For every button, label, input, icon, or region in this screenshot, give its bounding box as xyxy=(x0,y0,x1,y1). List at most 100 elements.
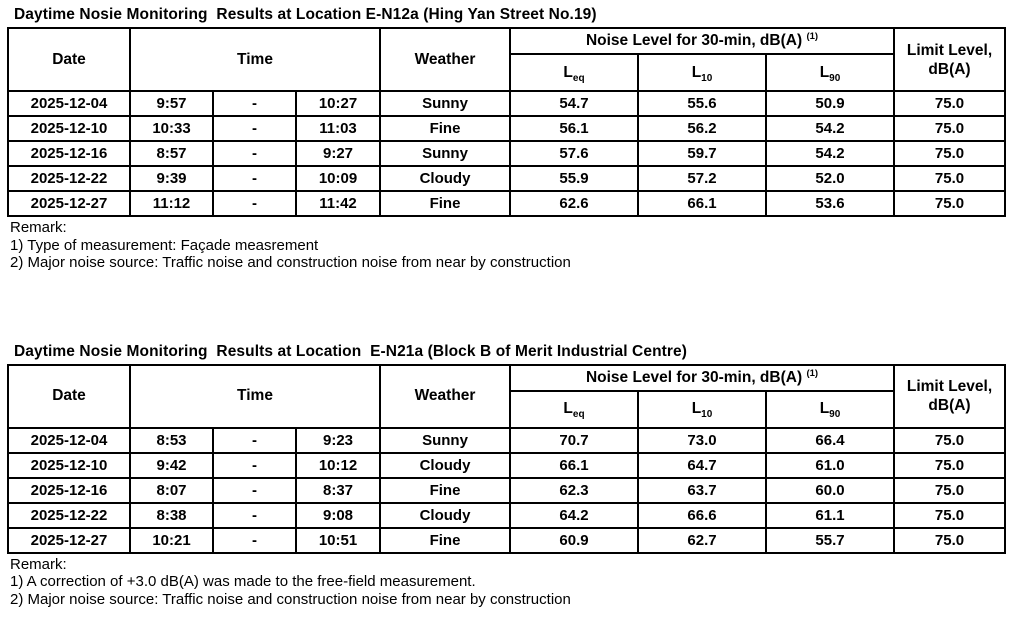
table-row: 2025-12-22 8:38-9:08 Cloudy 64.2 66.6 61.1 75.… xyxy=(7,501,1006,529)
cell-limit: 75.0 xyxy=(893,190,1006,217)
cell-l90: 61.0 xyxy=(765,451,895,479)
cell-date: 2025-12-27 xyxy=(7,190,131,217)
cell-leq: 66.1 xyxy=(509,451,639,479)
cell-time_sep: - xyxy=(212,526,297,554)
col-header-time: Time xyxy=(129,27,381,92)
table-title: Daytime Nosie Monitoring Results at Loca… xyxy=(14,342,688,360)
cell-time_sep: - xyxy=(212,90,297,117)
cell-date: 2025-12-10 xyxy=(7,451,131,479)
col-header-limit: Limit Level, dB(A) xyxy=(893,363,1006,429)
noise-group-label: Noise Level for 30-min, dB(A) xyxy=(585,32,803,49)
table-row: 2025-12-04 8:53-9:23 Sunny 70.7 73.0 66.4 75.0 xyxy=(7,426,1006,454)
l90-subscript: 90 xyxy=(829,409,841,421)
cell-l10: 55.6 xyxy=(637,90,767,117)
l10-subscript: 10 xyxy=(701,72,713,84)
cell-time_end: 10:51 xyxy=(295,526,381,554)
cell-time_sep: - xyxy=(212,165,297,192)
table-row: 2025-12-16 8:57-9:27 Sunny 57.6 59.7 54.2 75.0 xyxy=(7,140,1006,167)
col-header-date: Date xyxy=(7,363,131,429)
cell-leq: 55.9 xyxy=(509,165,639,192)
cell-limit: 75.0 xyxy=(893,501,1006,529)
cell-l90: 60.0 xyxy=(765,476,895,504)
cell-date: 2025-12-10 xyxy=(7,115,131,142)
cell-time_end: 11:42 xyxy=(295,190,381,217)
report-page: Daytime Nosie Monitoring Results at Loca… xyxy=(7,6,1006,609)
cell-time_sep: - xyxy=(212,451,297,479)
cell-l90: 53.6 xyxy=(765,190,895,217)
noise-group-footnote: (1) xyxy=(806,367,819,379)
cell-time_sep: - xyxy=(212,426,297,454)
cell-l10: 59.7 xyxy=(637,140,767,167)
cell-date: 2025-12-27 xyxy=(7,526,131,554)
table-body: 2025-12-04 9:57-10:27 Sunny 54.7 55.6 50.9 75.… xyxy=(7,90,1006,217)
limit-header-line2: dB(A) xyxy=(928,397,971,414)
leq-subscript: eq xyxy=(572,409,585,421)
remark-block: Remark: 1) A correction of +3.0 dB(A) wa… xyxy=(7,556,1004,609)
cell-weather: Sunny xyxy=(379,90,511,117)
table-row: 2025-12-22 9:39-10:09 Cloudy 55.9 57.2 52.0 75… xyxy=(7,165,1006,192)
l10-base: L xyxy=(691,400,702,417)
cell-time_end: 10:27 xyxy=(295,90,381,117)
cell-leq: 62.6 xyxy=(509,190,639,217)
table-row: 2025-12-10 10:33-11:03 Fine 56.1 56.2 54.2 75.… xyxy=(7,115,1006,142)
cell-l90: 54.2 xyxy=(765,115,895,142)
cell-date: 2025-12-22 xyxy=(7,165,131,192)
remark-block: Remark: 1) Type of measurement: Façade m… xyxy=(7,219,1004,272)
leq-base: L xyxy=(563,63,573,81)
cell-weather: Fine xyxy=(379,476,511,504)
cell-l10: 56.2 xyxy=(637,115,767,142)
col-header-limit: Limit Level, dB(A) xyxy=(893,27,1006,92)
noise-table: Date Time Weather Noise Level for 30-min… xyxy=(7,363,1006,554)
cell-time_sep: - xyxy=(212,140,297,167)
cell-time_start: 8:53 xyxy=(129,426,214,454)
cell-limit: 75.0 xyxy=(893,115,1006,142)
remark-label: Remark: xyxy=(10,219,67,236)
cell-weather: Cloudy xyxy=(379,451,511,479)
cell-time_sep: - xyxy=(212,190,297,217)
cell-leq: 62.3 xyxy=(509,476,639,504)
leq-subscript: eq xyxy=(572,72,585,84)
table-row: 2025-12-10 9:42-10:12 Cloudy 66.1 64.7 61.0 75… xyxy=(7,451,1006,479)
cell-date: 2025-12-16 xyxy=(7,140,131,167)
cell-l10: 73.0 xyxy=(637,426,767,454)
cell-limit: 75.0 xyxy=(893,165,1006,192)
cell-l10: 66.1 xyxy=(637,190,767,217)
l90-subscript: 90 xyxy=(829,72,841,84)
l10-subscript: 10 xyxy=(701,409,713,421)
cell-limit: 75.0 xyxy=(893,526,1006,554)
cell-date: 2025-12-16 xyxy=(7,476,131,504)
table-header: Date Time Weather Noise Level for 30-min… xyxy=(7,363,1006,429)
cell-l90: 55.7 xyxy=(765,526,895,554)
noise-group-footnote: (1) xyxy=(806,30,819,42)
cell-time_start: 9:39 xyxy=(129,165,214,192)
cell-date: 2025-12-04 xyxy=(7,90,131,117)
cell-time_sep: - xyxy=(212,115,297,142)
cell-leq: 56.1 xyxy=(509,115,639,142)
cell-time_end: 10:09 xyxy=(295,165,381,192)
cell-l90: 54.2 xyxy=(765,140,895,167)
header-row-top: Date Time Weather Noise Level for 30-min… xyxy=(7,27,1006,92)
cell-date: 2025-12-04 xyxy=(7,426,131,454)
cell-time_end: 9:23 xyxy=(295,426,381,454)
cell-time_start: 8:07 xyxy=(129,476,214,504)
cell-l90: 61.1 xyxy=(765,501,895,529)
col-header-weather: Weather xyxy=(379,363,511,429)
cell-time_start: 9:42 xyxy=(129,451,214,479)
col-header-l90: L90 xyxy=(765,53,895,92)
cell-l10: 62.7 xyxy=(637,526,767,554)
col-header-noise-group: Noise Level for 30-min, dB(A) (1) xyxy=(509,27,895,55)
cell-time_end: 8:37 xyxy=(295,476,381,504)
cell-weather: Fine xyxy=(379,115,511,142)
limit-header-line1: Limit Level, xyxy=(906,378,993,395)
cell-weather: Cloudy xyxy=(379,501,511,529)
cell-time_end: 9:08 xyxy=(295,501,381,529)
table-row: 2025-12-16 8:07-8:37 Fine 62.3 63.7 60.0 75.0 xyxy=(7,476,1006,504)
cell-leq: 54.7 xyxy=(509,90,639,117)
cell-time_start: 11:12 xyxy=(129,190,214,217)
cell-date: 2025-12-22 xyxy=(7,501,131,529)
header-row-sub: Leq L10 L90 xyxy=(8,389,1005,429)
table-row: 2025-12-04 9:57-10:27 Sunny 54.7 55.6 50.9 75.… xyxy=(7,90,1006,117)
col-header-l90: L90 xyxy=(765,389,895,429)
cell-leq: 64.2 xyxy=(509,501,639,529)
cell-leq: 60.9 xyxy=(509,526,639,554)
